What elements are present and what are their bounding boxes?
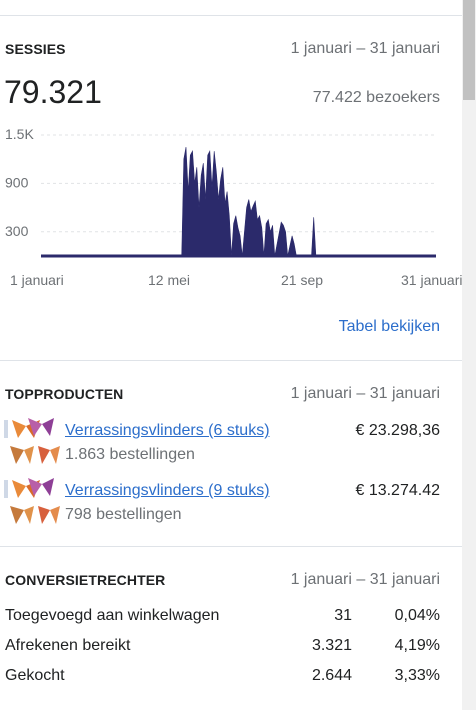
funnel-count-purchased: 2.644 <box>311 667 352 684</box>
sessions-chart: 1.5K 900 300 1 januari 12 mei 21 sep 31 janua… <box>5 126 462 288</box>
x-tick-label: 1 januari <box>10 272 64 288</box>
top-divider <box>0 15 462 16</box>
y-tick-label: 900 <box>5 174 29 190</box>
x-tick-label: 12 mei <box>148 272 190 288</box>
y-tick-label: 1.5K <box>5 126 34 142</box>
scrollbar[interactable] <box>462 0 476 710</box>
funnel-pct-purchased: 3,33% <box>394 667 440 684</box>
divider-sessions <box>0 360 462 361</box>
top-products-date-range: 1 januari – 31 januari <box>290 385 440 402</box>
x-tick-label: 21 sep <box>281 272 323 288</box>
product-thumbnail-2[interactable] <box>4 476 60 528</box>
conversion-title: CONVERSIETRECHTER <box>5 572 166 588</box>
product-orders-1: 1.863 bestellingen <box>65 446 195 463</box>
y-tick-label: 300 <box>5 223 29 239</box>
analytics-panel: SESSIES 1 januari – 31 januari 79.321 77… <box>0 15 462 684</box>
x-tick-label: 31 januari <box>401 272 462 288</box>
funnel-label-cart: Toegevoegd aan winkelwagen <box>5 607 220 624</box>
product-link-1[interactable]: Verrassingsvlinders (6 stuks) <box>65 422 270 439</box>
view-table-link[interactable]: Tabel bekijken <box>338 318 440 335</box>
divider-products <box>0 546 462 547</box>
product-thumbnail-1[interactable] <box>4 416 60 468</box>
top-products-title: TOPPRODUCTEN <box>5 386 124 402</box>
product-link-2[interactable]: Verrassingsvlinders (9 stuks) <box>65 482 270 499</box>
sessions-total: 79.321 <box>4 74 102 110</box>
sessions-title: SESSIES <box>5 41 66 57</box>
sessions-area-series <box>41 147 436 257</box>
butterfly-icon <box>4 418 60 464</box>
funnel-count-cart: 31 <box>334 607 352 624</box>
funnel-count-checkout: 3.321 <box>311 637 352 654</box>
product-revenue-2: € 13.274.42 <box>355 482 440 499</box>
product-orders-2: 798 bestellingen <box>65 506 182 523</box>
funnel-pct-checkout: 4,19% <box>394 637 440 654</box>
product-revenue-1: € 23.298,36 <box>355 422 440 439</box>
scrollbar-thumb[interactable] <box>463 0 475 100</box>
butterfly-icon <box>4 478 60 524</box>
sessions-date-range: 1 januari – 31 januari <box>290 40 440 57</box>
conversion-date-range: 1 januari – 31 januari <box>290 571 440 588</box>
sessions-visitors: 77.422 bezoekers <box>312 89 440 106</box>
funnel-pct-cart: 0,04% <box>394 607 440 624</box>
funnel-label-purchased: Gekocht <box>5 667 65 684</box>
funnel-label-checkout: Afrekenen bereikt <box>5 637 131 654</box>
